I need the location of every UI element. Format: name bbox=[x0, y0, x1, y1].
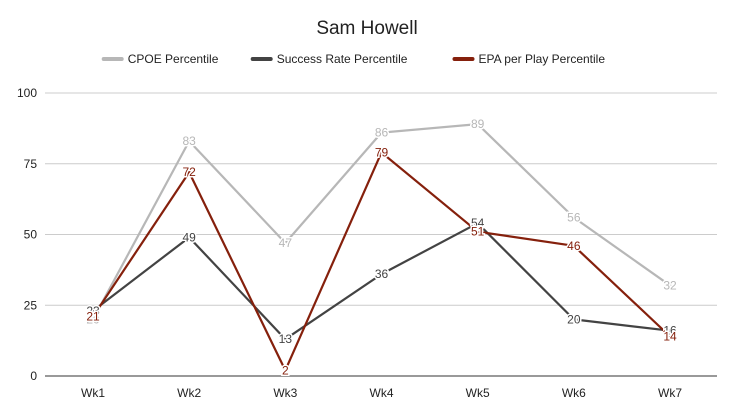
data-label: 46 bbox=[567, 239, 581, 253]
data-label: 20 bbox=[567, 312, 581, 326]
y-tick-label: 50 bbox=[24, 228, 38, 242]
data-point bbox=[668, 283, 672, 287]
data-point bbox=[283, 368, 287, 372]
data-point bbox=[572, 244, 576, 248]
x-tick-label: Wk1 bbox=[81, 386, 105, 400]
legend: CPOE Percentile Success Rate Percentile EP… bbox=[101, 52, 606, 66]
data-label: 56 bbox=[567, 211, 581, 225]
y-tick-label: 25 bbox=[24, 298, 38, 312]
data-label: 86 bbox=[375, 126, 389, 140]
x-axis: Wk1 Wk2 Wk3 Wk4 Wk5 Wk6 Wk7 bbox=[81, 386, 682, 400]
data-point bbox=[91, 309, 95, 313]
legend-label: CPOE Percentile bbox=[128, 52, 219, 66]
data-label: 20 bbox=[86, 312, 100, 326]
data-point bbox=[380, 150, 383, 154]
series-lines bbox=[91, 122, 672, 372]
data-point bbox=[91, 315, 95, 319]
data-point bbox=[668, 329, 672, 333]
data-label: 32 bbox=[663, 278, 677, 292]
x-tick-label: Wk6 bbox=[562, 386, 586, 400]
legend-label: EPA per Play Percentile bbox=[479, 52, 606, 66]
x-tick-label: Wk3 bbox=[273, 386, 297, 400]
data-point bbox=[476, 122, 480, 126]
data-point bbox=[187, 235, 191, 239]
data-label: 16 bbox=[663, 324, 677, 338]
data-point bbox=[91, 317, 95, 321]
data-labels: 20 83 47 86 89 56 32 23 49 13 36 54 20 16 21 72 2 79 51 46 1… bbox=[85, 116, 679, 379]
data-label: 13 bbox=[279, 332, 293, 346]
y-tick-label: 0 bbox=[30, 369, 37, 383]
data-label: 54 bbox=[471, 216, 485, 230]
data-point bbox=[283, 337, 287, 341]
data-label: 51 bbox=[471, 225, 485, 239]
data-point bbox=[572, 317, 576, 321]
data-point bbox=[380, 131, 383, 135]
gridlines bbox=[45, 92, 717, 377]
data-point bbox=[668, 334, 672, 338]
data-label: 2 bbox=[282, 363, 289, 377]
chart-title: Sam Howell bbox=[316, 18, 417, 39]
data-label: 47 bbox=[279, 236, 293, 250]
data-label: 89 bbox=[471, 117, 485, 131]
data-label: 49 bbox=[182, 230, 196, 244]
legend-label: Success Rate Percentile bbox=[277, 52, 408, 66]
x-tick-label: Wk2 bbox=[177, 386, 201, 400]
y-axis: 0 25 50 75 100 bbox=[17, 86, 37, 383]
y-tick-label: 100 bbox=[17, 86, 37, 100]
x-tick-label: Wk5 bbox=[466, 386, 490, 400]
data-label: 14 bbox=[663, 329, 677, 343]
data-point bbox=[476, 221, 480, 225]
data-point bbox=[572, 216, 576, 220]
data-label: 79 bbox=[375, 145, 389, 159]
data-label: 72 bbox=[182, 165, 196, 179]
data-point bbox=[187, 170, 191, 174]
series-line bbox=[92, 151, 671, 372]
data-label: 21 bbox=[86, 310, 100, 324]
data-label: 83 bbox=[182, 134, 196, 148]
data-label: 36 bbox=[375, 267, 389, 281]
y-tick-label: 75 bbox=[24, 157, 38, 171]
x-tick-label: Wk4 bbox=[370, 386, 394, 400]
data-point bbox=[187, 139, 191, 143]
data-point bbox=[380, 272, 383, 276]
x-tick-label: Wk7 bbox=[658, 386, 682, 400]
data-point bbox=[476, 230, 480, 234]
series-line bbox=[92, 222, 671, 341]
data-label: 23 bbox=[86, 304, 100, 318]
data-point bbox=[283, 241, 287, 245]
